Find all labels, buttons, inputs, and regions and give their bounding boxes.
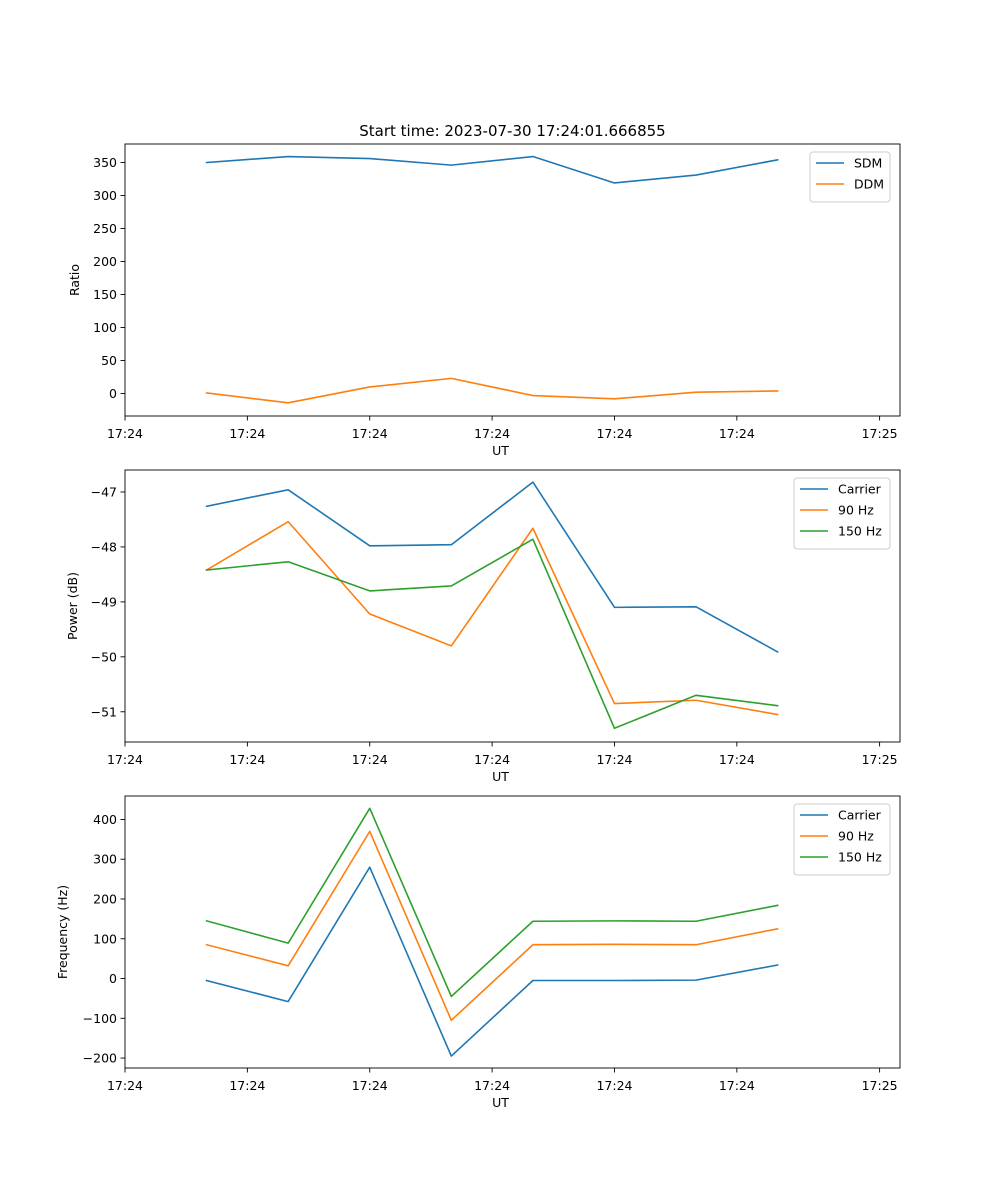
x-tick-label: 17:25	[862, 1078, 898, 1093]
y-tick-label: −47	[91, 484, 117, 499]
x-tick-label: 17:24	[474, 426, 510, 441]
y-tick-label: −50	[91, 649, 117, 664]
y-tick-label: 0	[109, 971, 117, 986]
subplot-3: 17:24 17:24 17:24 17:24 17:24 17:24 17:25 −200 −…	[55, 795, 901, 1110]
y-tick-label: 400	[93, 812, 117, 827]
y-tick-label: −51	[91, 704, 117, 719]
series-line-150-hz	[205, 538, 779, 730]
y-tick-label: 250	[93, 221, 117, 236]
x-axis-label: UT	[492, 443, 509, 458]
y-tick-label: 200	[93, 891, 117, 906]
series-line-90-hz	[205, 520, 779, 716]
x-tick-label: 17:24	[352, 752, 388, 767]
y-tick-label: 200	[93, 254, 117, 269]
y-tick-label: 300	[93, 852, 117, 867]
x-tick-label: 17:25	[862, 426, 898, 441]
legend-label: 150 Hz	[838, 850, 882, 865]
series-line-carrier	[205, 866, 779, 1057]
y-axis-label: Ratio	[67, 264, 82, 296]
y-tick-label: 350	[93, 155, 117, 170]
legend-label: SDM	[854, 156, 882, 171]
series-line-ddm	[205, 377, 779, 404]
x-tick-label: 17:24	[474, 752, 510, 767]
figure-title: Start time: 2023-07-30 17:24:01.666855	[359, 122, 665, 140]
y-tick-label: 50	[101, 353, 117, 368]
y-tick-label: −200	[83, 1051, 117, 1066]
legend-label: Carrier	[838, 482, 882, 497]
x-tick-label: 17:24	[719, 752, 755, 767]
x-tick-label: 17:24	[229, 426, 265, 441]
legend-label: 150 Hz	[838, 524, 882, 539]
y-tick-label: −100	[83, 1011, 117, 1026]
legend-label: DDM	[854, 177, 884, 192]
y-tick-label: −49	[91, 594, 117, 609]
x-axis-label: UT	[492, 1095, 509, 1110]
legend: Carrier 90 Hz 150 Hz	[793, 803, 891, 876]
x-tick-label: 17:24	[229, 1078, 265, 1093]
y-tick-label: 0	[109, 386, 117, 401]
x-tick-label: 17:24	[107, 752, 143, 767]
legend: SDM DDM	[809, 151, 891, 203]
x-tick-label: 17:24	[596, 426, 632, 441]
y-tick-label: 150	[93, 287, 117, 302]
x-tick-label: 17:24	[596, 1078, 632, 1093]
axes-frame	[124, 143, 901, 417]
x-tick-label: 17:24	[719, 1078, 755, 1093]
subplot-2: 17:24 17:24 17:24 17:24 17:24 17:24 17:25 −47 −4…	[65, 469, 901, 784]
y-axis-label: Frequency (Hz)	[55, 885, 70, 979]
y-tick-label: 300	[93, 188, 117, 203]
legend-label: 90 Hz	[838, 829, 874, 844]
x-tick-label: 17:24	[352, 1078, 388, 1093]
series-line-150-hz	[205, 807, 779, 998]
x-tick-label: 17:24	[352, 426, 388, 441]
legend: Carrier 90 Hz 150 Hz	[793, 477, 891, 550]
x-tick-label: 17:24	[229, 752, 265, 767]
series-line-carrier	[205, 481, 779, 653]
x-tick-label: 17:24	[596, 752, 632, 767]
x-tick-label: 17:24	[474, 1078, 510, 1093]
subplot-panels: 17:24 17:24 17:24 17:24 17:24 17:24 17:25 0 50 10…	[55, 143, 901, 1110]
y-axis-label: Power (dB)	[65, 572, 80, 640]
axes-frame	[124, 795, 901, 1069]
y-tick-label: 100	[93, 320, 117, 335]
legend-label: 90 Hz	[838, 503, 874, 518]
x-tick-label: 17:24	[719, 426, 755, 441]
x-axis-label: UT	[492, 769, 509, 784]
series-line-90-hz	[205, 830, 779, 1022]
subplot-1: 17:24 17:24 17:24 17:24 17:24 17:24 17:25 0 50 10…	[67, 143, 901, 458]
axes-frame	[124, 469, 901, 743]
series-line-sdm	[205, 155, 779, 184]
y-tick-label: 100	[93, 931, 117, 946]
x-tick-label: 17:24	[107, 1078, 143, 1093]
x-tick-label: 17:24	[107, 426, 143, 441]
legend-label: Carrier	[838, 808, 882, 823]
y-tick-label: −48	[91, 539, 117, 554]
legend-box	[809, 151, 891, 203]
x-tick-label: 17:25	[862, 752, 898, 767]
